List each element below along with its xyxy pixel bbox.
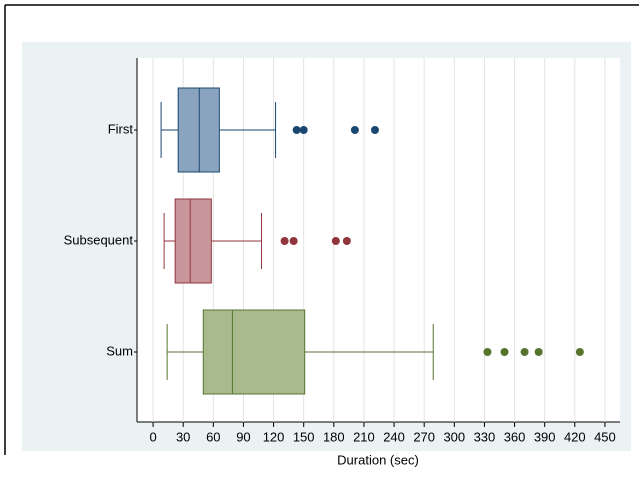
outlier <box>520 348 529 356</box>
outlier <box>370 126 379 134</box>
x-tick-label: 210 <box>353 429 375 444</box>
x-tick-label: 450 <box>594 429 616 444</box>
outlier <box>350 126 359 134</box>
x-tick-label: 270 <box>413 429 435 444</box>
x-tick-label: 90 <box>236 429 250 444</box>
x-tick-label: 240 <box>383 429 405 444</box>
outlier <box>575 348 584 356</box>
x-tick-label: 150 <box>293 429 315 444</box>
box <box>177 87 220 173</box>
outlier <box>331 237 340 245</box>
outlier <box>500 348 509 356</box>
x-tick-label: 300 <box>443 429 465 444</box>
outlier <box>342 237 351 245</box>
outlier <box>483 348 492 356</box>
outlier <box>280 237 289 245</box>
outlier <box>534 348 543 356</box>
outlier <box>299 126 308 134</box>
box <box>174 198 212 284</box>
x-tick-label: 60 <box>206 429 220 444</box>
x-tick-label: 330 <box>474 429 496 444</box>
x-tick-label: 120 <box>263 429 285 444</box>
x-tick-label: 180 <box>323 429 345 444</box>
x-tick-label: 420 <box>564 429 586 444</box>
y-tick-label: Subsequent <box>64 232 134 247</box>
y-tick-label: Sum <box>106 343 133 358</box>
x-tick-label: 30 <box>176 429 190 444</box>
x-tick-label: 0 <box>149 429 156 444</box>
x-tick-label: 390 <box>534 429 556 444</box>
outlier <box>292 126 301 134</box>
x-axis-title: Duration (sec) <box>337 452 419 467</box>
y-tick-label: First <box>108 121 134 136</box>
x-tick-label: 360 <box>504 429 526 444</box>
outlier <box>289 237 298 245</box>
box <box>202 309 306 395</box>
